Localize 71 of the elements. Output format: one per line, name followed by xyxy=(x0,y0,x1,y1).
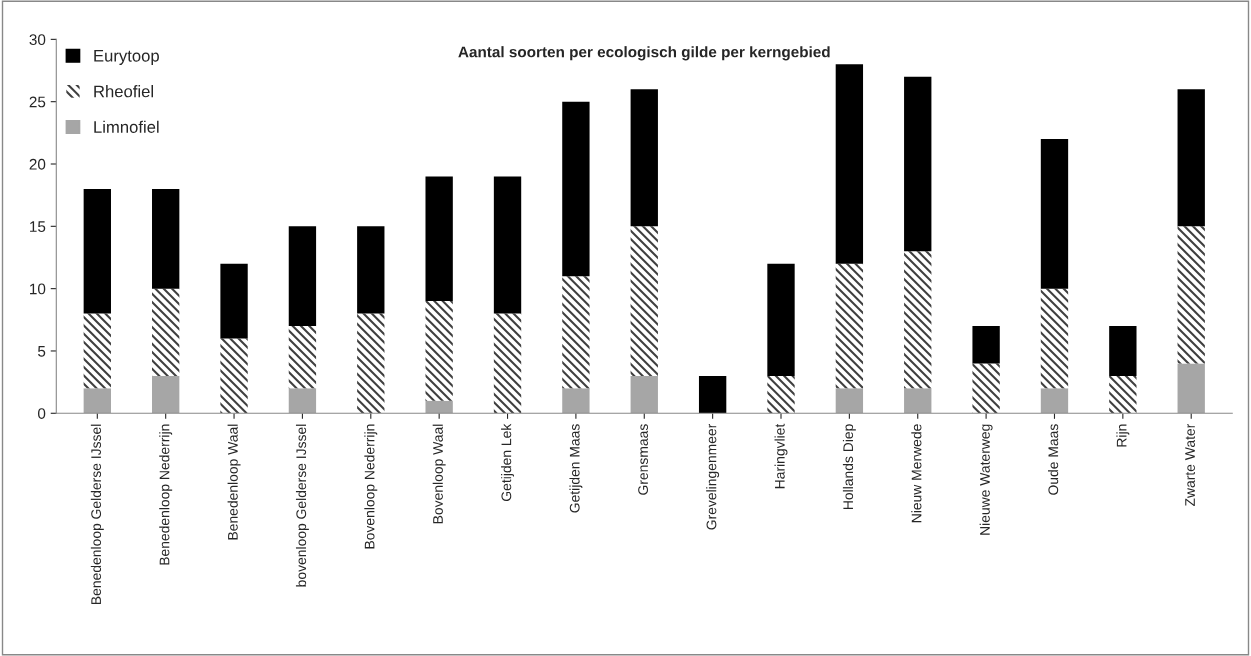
bar xyxy=(83,313,111,389)
legend-label: Limnofiel xyxy=(94,120,159,133)
bar xyxy=(1177,363,1205,414)
bar xyxy=(972,363,1000,414)
bar xyxy=(904,251,932,389)
bar xyxy=(288,388,317,414)
bar xyxy=(835,388,864,414)
x-tick-label: Grevelingenmeer xyxy=(706,423,720,530)
bar xyxy=(904,388,932,414)
x-tick-label: Rijn xyxy=(1116,424,1130,447)
bar xyxy=(767,263,795,376)
x-tick-label: Zwarte Water xyxy=(1185,423,1195,507)
x-tick-label: bovenloop Gelderse IJssel xyxy=(295,424,309,587)
y-tick-label: 25 xyxy=(29,96,46,108)
bar xyxy=(493,176,522,314)
bar xyxy=(1040,288,1069,389)
bar xyxy=(1040,139,1069,289)
bar xyxy=(425,176,453,302)
x-tick-label: Benedenloop Gelderse IJssel xyxy=(90,424,104,604)
legend-label: Rheofiel xyxy=(94,85,153,98)
bar xyxy=(357,226,385,314)
bar xyxy=(767,375,795,414)
bar xyxy=(1177,226,1205,364)
bar xyxy=(83,188,111,314)
x-tick-label: Grensmaas xyxy=(638,424,648,495)
x-tick-label: Oude Maas xyxy=(1048,424,1059,495)
bar xyxy=(562,276,590,389)
bar xyxy=(630,89,658,227)
bar xyxy=(562,388,590,414)
x-tick-label: Benedenloop Nederrijn xyxy=(159,424,173,565)
bar xyxy=(1109,375,1137,414)
x-tick-label: Nieuwe Waterweg xyxy=(979,424,993,535)
bar xyxy=(835,64,864,264)
bar xyxy=(835,263,864,389)
bar xyxy=(1040,388,1069,414)
bar xyxy=(425,400,453,414)
bar xyxy=(904,76,932,252)
y-tick-label: 15 xyxy=(30,221,46,233)
y-tick-label: 30 xyxy=(29,34,46,46)
x-tick-label: Benedenloop Waal xyxy=(227,424,241,540)
bar xyxy=(698,375,727,414)
bar xyxy=(152,188,180,289)
x-tick-label: Hollands Diep xyxy=(842,424,856,510)
bar xyxy=(357,313,385,414)
y-tick-label: 0 xyxy=(37,408,46,419)
bar xyxy=(972,326,1000,364)
y-tick-label: 5 xyxy=(37,345,46,357)
bar xyxy=(630,375,658,414)
bar xyxy=(288,226,317,327)
bar xyxy=(83,388,111,414)
bar xyxy=(220,263,248,339)
bar xyxy=(1109,326,1137,376)
x-tick-label: Bovenloop Waal xyxy=(432,424,446,524)
bar xyxy=(1177,89,1205,227)
bar xyxy=(288,326,317,389)
x-tick-label: Getijden Maas xyxy=(569,424,583,513)
legend-label: Eurytoop xyxy=(94,50,159,65)
x-tick-label: Haringvliet xyxy=(774,423,788,489)
chart-title: Aantal soorten per ecologisch gilde per kerngebied xyxy=(458,46,830,61)
y-tick-label: 20 xyxy=(29,158,46,170)
bar xyxy=(220,338,248,414)
x-tick-label: Bovenloop Nederrijn xyxy=(364,424,378,549)
x-tick-label: Nieuw Merwede xyxy=(911,424,922,523)
bar xyxy=(562,101,590,277)
bar xyxy=(152,288,180,376)
y-tick-label: 10 xyxy=(30,283,46,295)
bar xyxy=(425,301,453,401)
bar xyxy=(152,375,180,414)
bar xyxy=(493,313,522,414)
x-tick-label: Getijden Lek xyxy=(501,423,514,501)
bar xyxy=(630,226,658,376)
